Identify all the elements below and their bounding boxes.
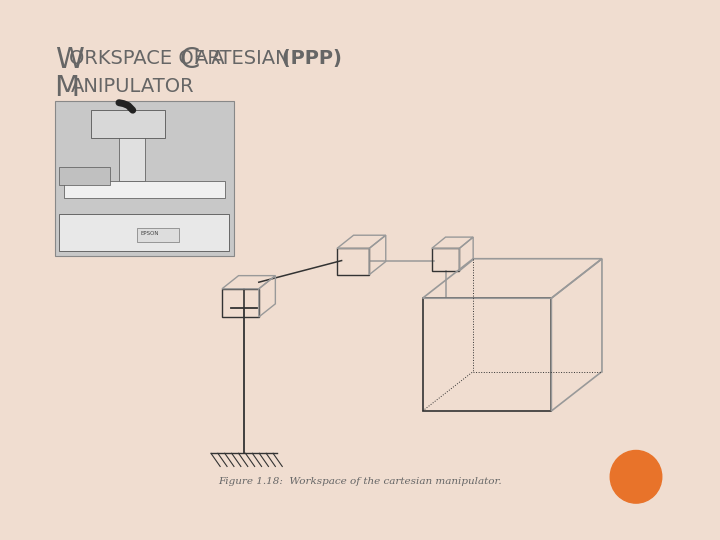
Bar: [91, 110, 165, 138]
Text: ANIPULATOR: ANIPULATOR: [71, 77, 194, 96]
Text: EPSON: EPSON: [140, 231, 158, 236]
Bar: [119, 115, 145, 181]
Text: W: W: [55, 46, 84, 75]
Text: ORKSPACE OF A: ORKSPACE OF A: [69, 49, 231, 68]
Text: Figure 1.18:  Workspace of the cartesian manipulator.: Figure 1.18: Workspace of the cartesian …: [218, 477, 502, 486]
Text: (PPP): (PPP): [275, 49, 342, 68]
Text: ARTESIAN: ARTESIAN: [194, 49, 290, 68]
Bar: [64, 181, 225, 198]
Text: M: M: [55, 75, 80, 103]
Text: C: C: [180, 46, 200, 75]
Bar: [59, 167, 109, 185]
Circle shape: [611, 450, 662, 503]
Bar: [59, 214, 230, 251]
Bar: [138, 228, 179, 242]
Bar: [55, 101, 234, 256]
